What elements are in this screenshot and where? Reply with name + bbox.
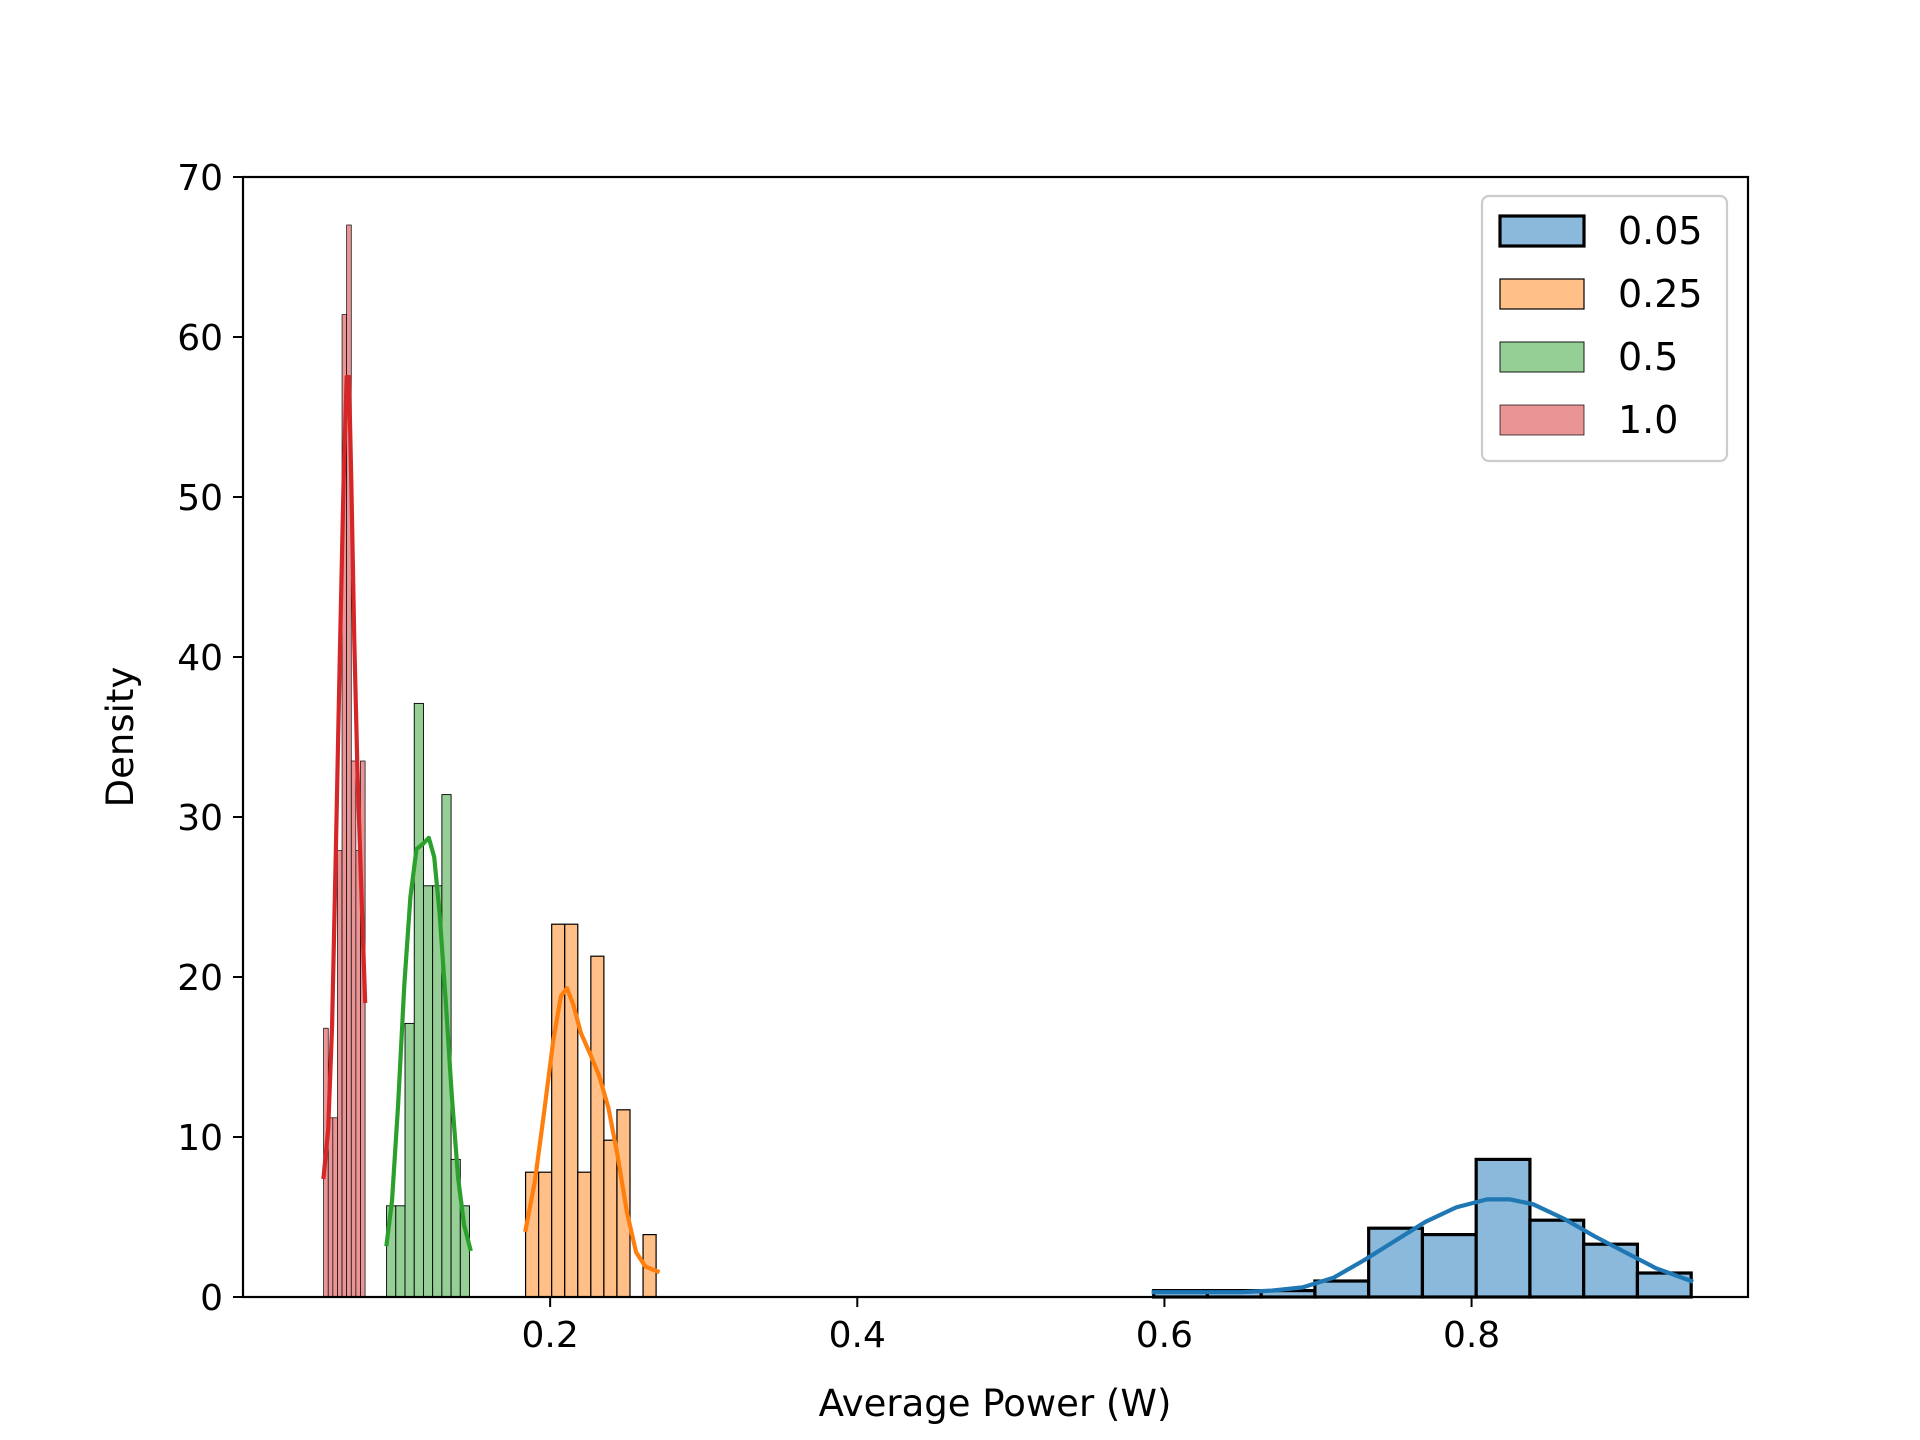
- y-tick-label: 60: [177, 318, 223, 359]
- bar-1-0-2: [332, 1117, 338, 1298]
- bar-0-05-6: [1474, 1157, 1532, 1299]
- bar-0-05-5: [1420, 1232, 1478, 1299]
- legend-frame: [1480, 194, 1729, 463]
- bar-1-0-7: [355, 850, 361, 1298]
- bar-0-5-1: [395, 1205, 406, 1298]
- kde-line-0-25: [523, 986, 661, 1275]
- legend-swatch-0-05: [1498, 214, 1586, 248]
- y-tick-label: 30: [177, 798, 223, 839]
- y-tick-label: 70: [177, 158, 223, 199]
- x-tick-label: 0.2: [522, 1315, 579, 1356]
- plot-frame: [241, 175, 1750, 1299]
- legend-swatch-0-25: [1499, 278, 1585, 310]
- bar-0-5-3: [413, 702, 424, 1298]
- y-tick-label: 40: [177, 638, 223, 679]
- bar-0-5-2: [404, 1022, 415, 1298]
- y-tick-label: 50: [177, 478, 223, 519]
- bar-0-05-7: [1528, 1218, 1586, 1299]
- legend-swatch-1-0: [1499, 404, 1585, 436]
- bar-0-25-3: [564, 923, 579, 1298]
- y-tick-label: 0: [200, 1278, 223, 1319]
- series-0-05: [1151, 1157, 1694, 1299]
- bar-1-0-3: [337, 850, 343, 1298]
- x-tick-label: 0.4: [829, 1315, 886, 1356]
- legend-label: 0.5: [1618, 335, 1678, 379]
- bar-1-0-6: [350, 760, 357, 1298]
- x-axis-label: Average Power (W): [819, 1382, 1172, 1425]
- x-tick-label: 0.6: [1136, 1315, 1193, 1356]
- legend-label: 0.05: [1618, 209, 1703, 253]
- legend-label: 1.0: [1618, 398, 1678, 442]
- kde-line-0-05: [1151, 1197, 1694, 1295]
- plot-marks: [321, 224, 1694, 1299]
- y-axis: 0 10 20 30 40 50 60 70: [177, 158, 243, 1319]
- kde-line-1-0: [321, 374, 368, 1180]
- bar-0-25-4: [577, 1171, 592, 1298]
- bar-0-25-6: [603, 1139, 618, 1298]
- bar-0-05-3: [1313, 1279, 1371, 1299]
- bar-0-5-4: [422, 885, 434, 1298]
- series-0-5: [384, 702, 473, 1298]
- bar-0-25-5: [590, 955, 605, 1298]
- legend-swatch-0-5: [1499, 341, 1585, 373]
- bar-0-25-1: [538, 1171, 553, 1298]
- y-tick-label: 10: [177, 1118, 223, 1159]
- bar-0-25-2: [551, 923, 566, 1298]
- legend: 0.05 0.25 0.5 1.0: [1480, 194, 1729, 463]
- bar-1-0-1: [327, 1117, 334, 1298]
- y-axis-label: Density: [99, 667, 142, 808]
- legend-label: 0.25: [1618, 272, 1703, 316]
- x-axis: 0.2 0.4 0.6 0.8: [522, 1297, 1500, 1356]
- x-tick-label: 0.8: [1443, 1315, 1500, 1356]
- y-tick-label: 20: [177, 958, 223, 999]
- kde-line-0-5: [384, 835, 473, 1252]
